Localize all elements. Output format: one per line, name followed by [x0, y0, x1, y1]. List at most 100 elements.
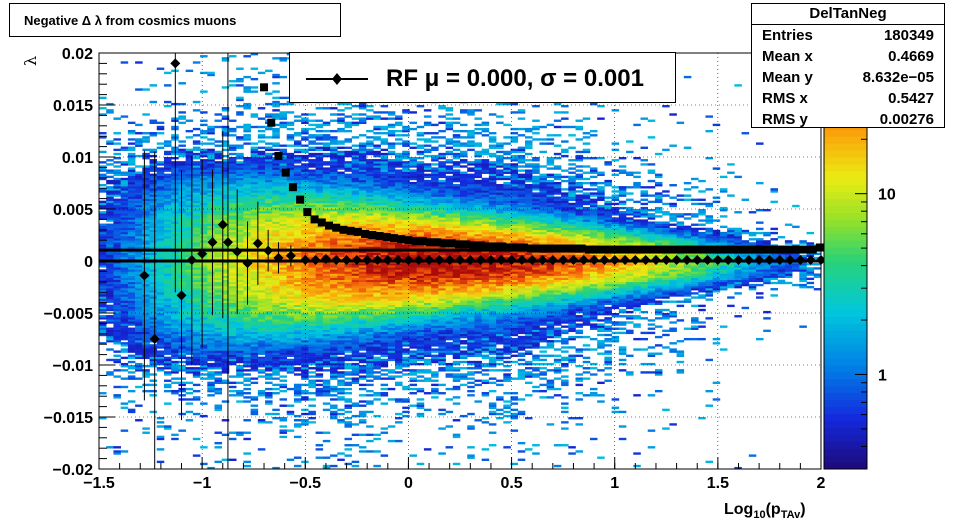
heatmap-cell: [257, 321, 266, 324]
heatmap-cell: [185, 325, 194, 328]
heatmap-cell: [106, 252, 114, 256]
heatmap-cell: [293, 290, 302, 293]
heatmap-cell: [243, 75, 251, 79]
heatmap-cell: [113, 315, 121, 318]
heatmap-cell: [135, 190, 143, 193]
heatmap-cell: [265, 152, 273, 156]
heatmap-cell: [142, 356, 150, 360]
heatmap-cell: [344, 269, 352, 272]
heatmap-cell: [221, 304, 230, 308]
heatmap-cell: [293, 464, 302, 468]
heatmap-cell: [178, 356, 186, 360]
heatmap-cell: [236, 294, 244, 297]
heatmap-cell: [236, 308, 244, 312]
heatmap-cell: [387, 288, 396, 291]
heatmap-cell: [221, 159, 230, 162]
heatmap-cell: [228, 173, 237, 177]
heatmap-cell: [214, 315, 223, 318]
heatmap-cell: [265, 165, 273, 168]
heatmap-cell: [200, 446, 208, 449]
heatmap-cell: [113, 329, 121, 333]
heatmap-cell: [293, 115, 302, 118]
heatmap-cell: [120, 406, 129, 409]
heatmap-cell: [358, 315, 367, 318]
heatmap-cell: [207, 252, 215, 256]
heatmap-cell: [163, 290, 172, 293]
heatmap-cell: [322, 333, 331, 337]
heatmap-cell: [185, 129, 194, 133]
heatmap-cell: [265, 196, 273, 199]
heatmap-cell: [149, 227, 158, 231]
heatmap-cell: [358, 215, 367, 218]
heatmap-cell: [149, 298, 158, 301]
heatmap-cell: [366, 175, 374, 179]
heatmap-cell: [250, 67, 259, 70]
heatmap-cell: [387, 242, 396, 245]
heatmap-cell: [149, 132, 158, 135]
heatmap-cell: [149, 121, 158, 125]
heatmap-cell: [221, 200, 230, 204]
heatmap-cell: [373, 167, 381, 170]
heatmap-cell: [279, 161, 288, 164]
heatmap-cell: [228, 244, 237, 247]
heatmap-cell: [185, 333, 194, 337]
heatmap-cell: [301, 304, 309, 308]
heatmap-cell: [99, 244, 107, 247]
heatmap-cell: [337, 298, 345, 301]
heatmap-cell: [315, 184, 324, 187]
heatmap-cell: [163, 227, 172, 231]
heatmap-cell: [99, 204, 107, 208]
heatmap-cell: [315, 125, 324, 129]
heatmap-cell: [358, 240, 367, 243]
heatmap-cell: [279, 267, 288, 270]
heatmap-cell: [99, 173, 107, 177]
heatmap-cell: [344, 406, 352, 409]
heatmap-cell: [200, 90, 208, 93]
heatmap-cell: [243, 317, 251, 320]
heatmap-cell: [257, 362, 266, 366]
heatmap-cell: [373, 450, 381, 453]
heatmap-cell: [236, 167, 244, 170]
heatmap-cell: [243, 188, 251, 191]
heatmap-cell: [265, 362, 273, 366]
heatmap-cell: [243, 129, 251, 133]
heatmap-cell: [366, 242, 374, 245]
heatmap-cell: [236, 80, 244, 83]
heatmap-cell: [293, 294, 302, 297]
heatmap-cell: [250, 396, 259, 399]
heatmap-cell: [236, 296, 244, 299]
heatmap-cell: [156, 194, 165, 197]
heatmap-cell: [366, 229, 374, 233]
heatmap-cell: [221, 265, 230, 268]
heatmap-cell: [366, 402, 374, 405]
heatmap-cell: [366, 306, 374, 310]
heatmap-cell: [272, 302, 280, 305]
heatmap-cell: [250, 304, 259, 308]
heatmap-cell: [106, 186, 114, 189]
heatmap-cell: [308, 173, 316, 177]
heatmap-cell: [380, 350, 389, 353]
heatmap-cell: [156, 242, 165, 245]
heatmap-cell: [99, 213, 107, 216]
heatmap-cell: [272, 200, 280, 204]
heatmap-cell: [315, 279, 324, 283]
heatmap-cell: [221, 419, 230, 422]
heatmap-cell: [120, 227, 129, 231]
heatmap-cell: [373, 146, 381, 149]
heatmap-cell: [293, 285, 302, 289]
heatmap-cell: [337, 242, 345, 245]
heatmap-cell: [113, 385, 121, 389]
heatmap-cell: [250, 360, 259, 364]
heatmap-cell: [250, 223, 259, 226]
heatmap-cell: [120, 171, 129, 174]
heatmap-cell: [243, 159, 251, 162]
heatmap-cell: [236, 342, 244, 345]
heatmap-cell: [163, 302, 172, 305]
heatmap-cell: [106, 446, 114, 449]
heatmap-cell: [221, 294, 230, 297]
heatmap-cell: [272, 113, 280, 116]
heatmap-cell: [366, 165, 374, 168]
heatmap-cell: [113, 325, 121, 328]
heatmap-cell: [207, 209, 215, 212]
heatmap-cell: [221, 277, 230, 281]
